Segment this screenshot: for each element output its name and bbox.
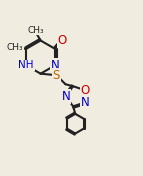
Text: N: N	[61, 90, 70, 103]
Text: N: N	[51, 59, 59, 72]
Text: CH₃: CH₃	[27, 26, 44, 35]
Text: CH₃: CH₃	[6, 43, 23, 52]
Text: N: N	[81, 96, 89, 109]
Text: O: O	[80, 84, 90, 97]
Text: O: O	[58, 34, 67, 47]
Text: S: S	[53, 69, 60, 82]
Text: NH: NH	[18, 60, 34, 70]
